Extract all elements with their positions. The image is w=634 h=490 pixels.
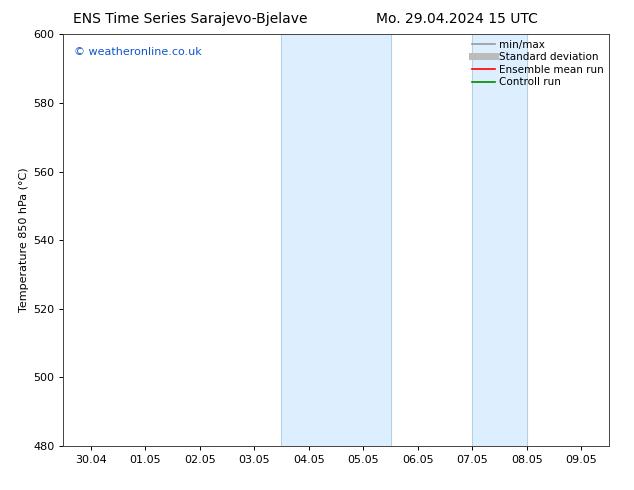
Legend: min/max, Standard deviation, Ensemble mean run, Controll run: min/max, Standard deviation, Ensemble me…: [470, 37, 605, 89]
Text: ENS Time Series Sarajevo-Bjelave: ENS Time Series Sarajevo-Bjelave: [73, 12, 307, 26]
Text: Mo. 29.04.2024 15 UTC: Mo. 29.04.2024 15 UTC: [375, 12, 538, 26]
Text: © weatheronline.co.uk: © weatheronline.co.uk: [74, 47, 202, 57]
Y-axis label: Temperature 850 hPa (°C): Temperature 850 hPa (°C): [19, 168, 29, 313]
Bar: [472, 34, 527, 446]
Bar: [281, 34, 391, 446]
